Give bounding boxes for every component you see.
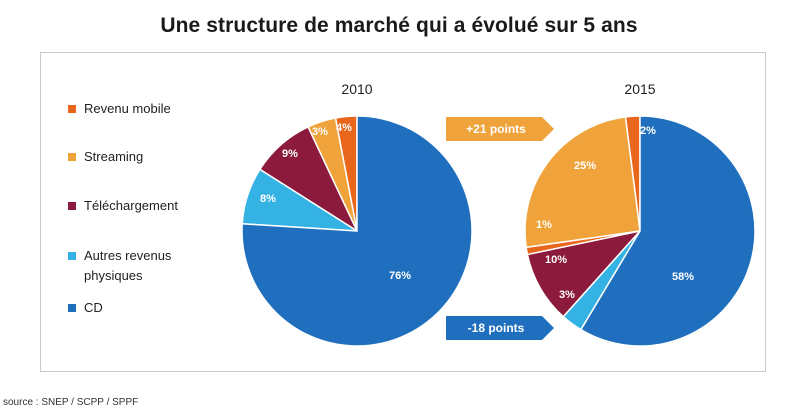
source-note: source : SNEP / SCPP / SPPF [3, 397, 139, 408]
slice-value-label: 9% [282, 148, 298, 160]
slice-value-label: 58% [672, 271, 694, 283]
legend-label: Streaming [84, 149, 143, 164]
slice-value-label: 4% [336, 122, 352, 134]
legend-swatch [68, 252, 76, 260]
legend-swatch [68, 202, 76, 210]
annotation-arrow [446, 316, 554, 340]
pie-slice [241, 115, 473, 347]
slice-value-label: 25% [574, 160, 596, 172]
slice-value-label: 1% [536, 219, 552, 231]
legend-label: Revenu mobile [84, 101, 171, 116]
legend-label: Autres revenus [84, 248, 172, 263]
annotations: +21 points -18 points [446, 117, 554, 340]
annotation-label: -18 points [468, 321, 525, 335]
slice-value-label: 10% [545, 254, 567, 266]
pies: 2010 3% 4% 9% 8% 76% 2015 2% 25% 1% 10% 3% 58% [241, 81, 756, 347]
legend-swatch [68, 304, 76, 312]
pie-slice [526, 229, 643, 318]
legend-label: CD [84, 300, 103, 315]
slice-value-label: 3% [312, 126, 328, 138]
pie-slice [524, 116, 641, 249]
annotation-label: +21 points [466, 122, 526, 136]
slice-value-label: 8% [260, 193, 276, 205]
legend: Revenu mobile Streaming Téléchargement Autr… [68, 101, 178, 315]
legend-swatch [68, 153, 76, 161]
legend-label: Téléchargement [84, 198, 178, 213]
pie-year-label: 2015 [624, 81, 655, 97]
legend-swatch [68, 105, 76, 113]
slice-value-label: 3% [559, 289, 575, 301]
slice-value-label: 76% [389, 270, 411, 282]
pie-year-label: 2010 [341, 81, 372, 97]
legend-label: physiques [84, 268, 143, 283]
chart-title: Une structure de marché qui a évolué sur… [160, 14, 638, 37]
slice-value-label: 2% [640, 125, 656, 137]
pie-slice [579, 115, 756, 347]
annotation-arrow [446, 117, 554, 141]
